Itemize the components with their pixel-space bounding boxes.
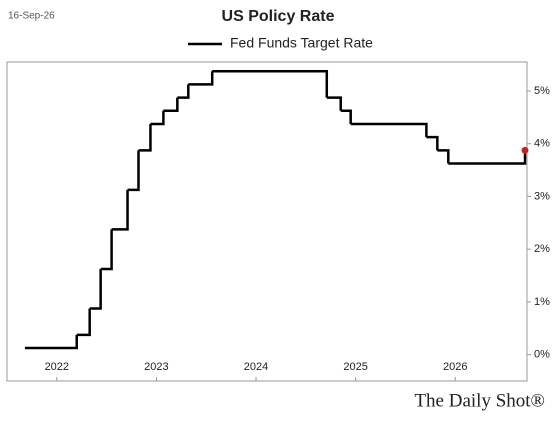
date-stamp: 16-Sep-26 (8, 11, 55, 22)
step-segment (100, 229, 113, 271)
x-tick-label: 2025 (343, 361, 367, 373)
step-segment (76, 308, 91, 337)
step-segment (350, 122, 428, 138)
last-point (521, 146, 529, 154)
step-segment (177, 84, 190, 99)
plot-frame (6, 61, 528, 382)
x-tick-label: 2024 (244, 361, 268, 373)
step-segment (163, 97, 179, 113)
step-segment (24, 334, 78, 350)
step-segment (340, 109, 352, 124)
step-segment (448, 150, 527, 165)
step-segment (426, 135, 439, 151)
y-tick-label: 4% (534, 138, 550, 150)
x-tick-label: 2026 (443, 361, 467, 373)
y-tick-label: 5% (534, 85, 550, 97)
x-tick-label: 2022 (45, 361, 69, 373)
step-segment (326, 96, 342, 111)
y-tick-label: 2% (534, 243, 550, 255)
step-segment (188, 71, 214, 86)
x-tick-label: 2023 (144, 361, 168, 373)
source-logo: The Daily Shot® (414, 390, 545, 411)
legend-label: Fed Funds Target Rate (230, 35, 373, 51)
step-segment (437, 149, 450, 164)
step-segment (89, 268, 102, 310)
step-segment (212, 69, 329, 98)
step-segment (111, 189, 129, 231)
y-tick-label: 0% (534, 349, 550, 361)
step-segment (127, 150, 140, 192)
step-segment (138, 123, 152, 152)
chart-title: US Policy Rate (222, 8, 335, 25)
y-tick-label: 1% (534, 296, 550, 308)
step-segment (150, 110, 165, 126)
y-tick-label: 3% (534, 190, 550, 202)
